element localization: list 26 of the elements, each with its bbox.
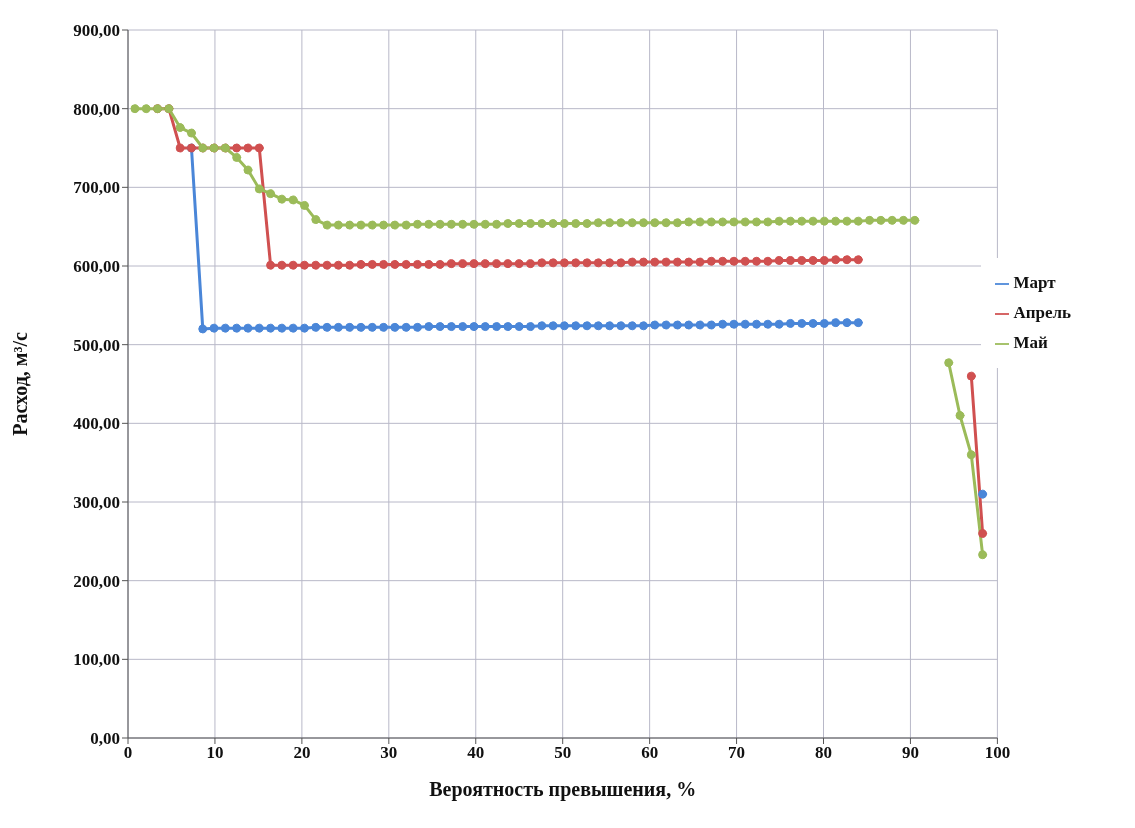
x-tick-label: 70 (728, 743, 746, 763)
y-tick-label: 800,00 (73, 99, 120, 119)
x-axis-title: Вероятность превышения, % (429, 778, 697, 801)
x-tick-label: 90 (901, 743, 919, 763)
x-tick-label: 30 (380, 743, 398, 763)
x-tick-label: 40 (467, 743, 485, 763)
legend-label: Март (1013, 273, 1056, 292)
legend-label: Май (1013, 333, 1048, 352)
y-tick-label: 300,00 (73, 493, 120, 513)
y-tick-label: 700,00 (73, 178, 120, 198)
x-tick-label: 50 (554, 743, 572, 763)
y-tick-label: 200,00 (73, 571, 120, 591)
x-tick-label: 100 (984, 743, 1011, 763)
y-tick-label: 600,00 (73, 257, 120, 277)
y-tick-label: 0,00 (90, 729, 120, 749)
y-tick-label: 900,00 (73, 21, 120, 41)
legend-label: Апрель (1013, 303, 1071, 322)
y-tick-label: 400,00 (73, 414, 120, 434)
x-tick-label: 80 (815, 743, 833, 763)
y-axis-title: Расход, м³/с (9, 332, 32, 436)
x-tick-label: 0 (123, 743, 133, 763)
y-tick-label: 500,00 (73, 335, 120, 355)
x-tick-label: 20 (293, 743, 311, 763)
x-tick-label: 10 (206, 743, 224, 763)
x-tick-label: 60 (641, 743, 659, 763)
y-tick-label: 100,00 (73, 650, 120, 670)
